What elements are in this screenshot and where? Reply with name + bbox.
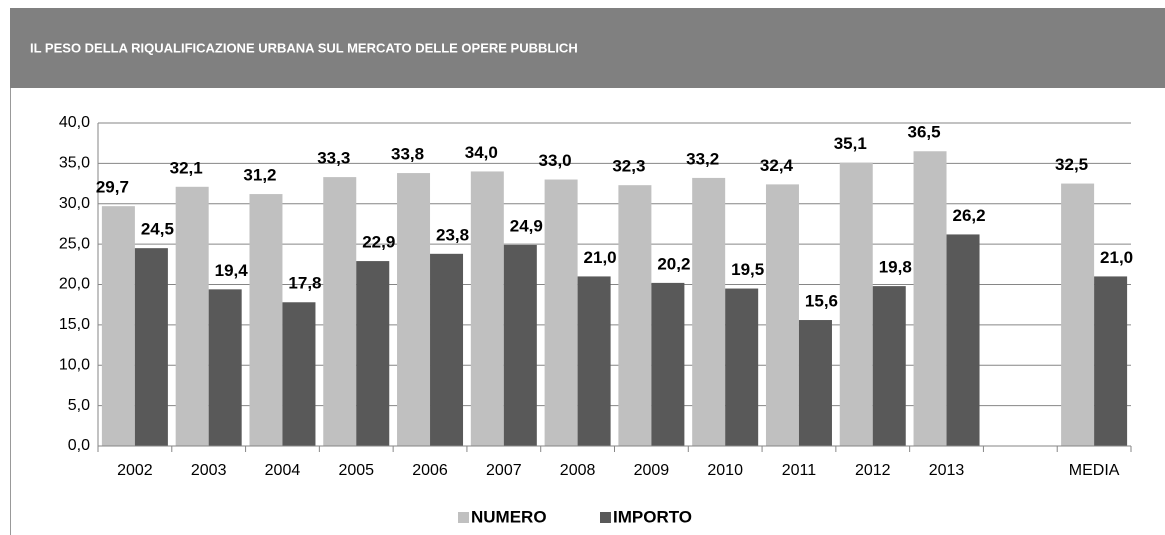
x-tick-label: 2013: [929, 462, 965, 479]
bar: [397, 173, 431, 446]
bar: [175, 186, 209, 447]
bar: [544, 179, 578, 446]
data-label: 15,6: [805, 292, 838, 311]
y-tick-label: 25,0: [59, 235, 90, 252]
x-tick-label: 2002: [117, 462, 153, 479]
data-label: 33,3: [317, 149, 350, 168]
data-label: 34,0: [465, 143, 498, 162]
data-label: 32,1: [170, 158, 203, 177]
bar: [725, 288, 759, 446]
chart-title: IL PESO DELLA RIQUALIFICAZIONE URBANA SU…: [30, 40, 578, 55]
data-label: 32,3: [612, 157, 645, 176]
data-label: 21,0: [584, 248, 617, 267]
legend-swatch: [600, 512, 611, 523]
data-label: 19,4: [215, 261, 249, 280]
bar: [430, 253, 464, 446]
bar: [798, 320, 832, 446]
bar: [1094, 276, 1128, 446]
y-tick-label: 35,0: [59, 155, 90, 172]
data-label: 26,2: [952, 206, 985, 225]
y-tick-label: 40,0: [59, 114, 90, 131]
bar: [356, 261, 390, 446]
legend-label: IMPORTO: [613, 507, 692, 526]
x-tick-label: 2009: [634, 462, 670, 479]
data-label: 33,8: [391, 145, 424, 164]
bar: [618, 185, 652, 447]
x-tick-label: 2006: [412, 462, 448, 479]
bar: [913, 151, 947, 446]
data-label: 32,4: [760, 156, 794, 175]
bar: [872, 286, 906, 446]
x-tick-label: 2003: [191, 462, 227, 479]
x-tick-label: 2010: [707, 462, 743, 479]
bar: [1061, 183, 1095, 446]
bar: [323, 177, 357, 447]
data-label: 21,0: [1100, 248, 1133, 267]
bar: [208, 289, 242, 446]
x-tick-label: 2012: [855, 462, 891, 479]
data-label: 17,8: [288, 274, 321, 293]
data-label: 19,5: [731, 260, 764, 279]
bar: [470, 171, 504, 446]
bar: [249, 194, 283, 446]
data-label: 31,2: [243, 166, 276, 185]
x-tick-label: 2008: [560, 462, 596, 479]
data-label: 24,9: [510, 216, 543, 235]
data-label: 24,5: [141, 220, 174, 239]
bar: [134, 248, 168, 446]
data-label: 32,5: [1055, 155, 1088, 174]
x-tick-label: 2005: [338, 462, 374, 479]
bar: [651, 282, 685, 446]
data-label: 19,8: [879, 258, 912, 277]
y-tick-label: 30,0: [59, 195, 90, 212]
header-band: [10, 8, 1165, 88]
legend-label: NUMERO: [471, 507, 547, 526]
bar: [577, 276, 611, 446]
data-label: 33,0: [539, 151, 572, 170]
bar: [503, 244, 537, 446]
y-tick-label: 20,0: [59, 276, 90, 293]
y-tick-label: 10,0: [59, 356, 90, 373]
bar: [765, 184, 799, 446]
y-tick-label: 0,0: [68, 437, 90, 454]
data-label: 33,2: [686, 149, 719, 168]
bar: [692, 177, 726, 446]
x-tick-label: 2011: [782, 462, 817, 479]
y-tick-label: 5,0: [68, 397, 90, 414]
data-label: 35,1: [834, 134, 867, 153]
bar: [946, 234, 980, 446]
data-label: 29,7: [96, 178, 129, 197]
bar: [839, 162, 873, 446]
bar: [282, 302, 316, 446]
legend-swatch: [458, 512, 469, 523]
x-tick-label: 2007: [486, 462, 522, 479]
bar: [101, 206, 135, 446]
data-label: 36,5: [907, 123, 940, 142]
data-label: 22,9: [362, 233, 395, 252]
x-tick-label: MEDIA: [1069, 462, 1120, 479]
x-tick-label: 2004: [265, 462, 301, 479]
y-tick-label: 15,0: [59, 316, 90, 333]
data-label: 23,8: [436, 225, 469, 244]
data-label: 20,2: [657, 254, 690, 273]
